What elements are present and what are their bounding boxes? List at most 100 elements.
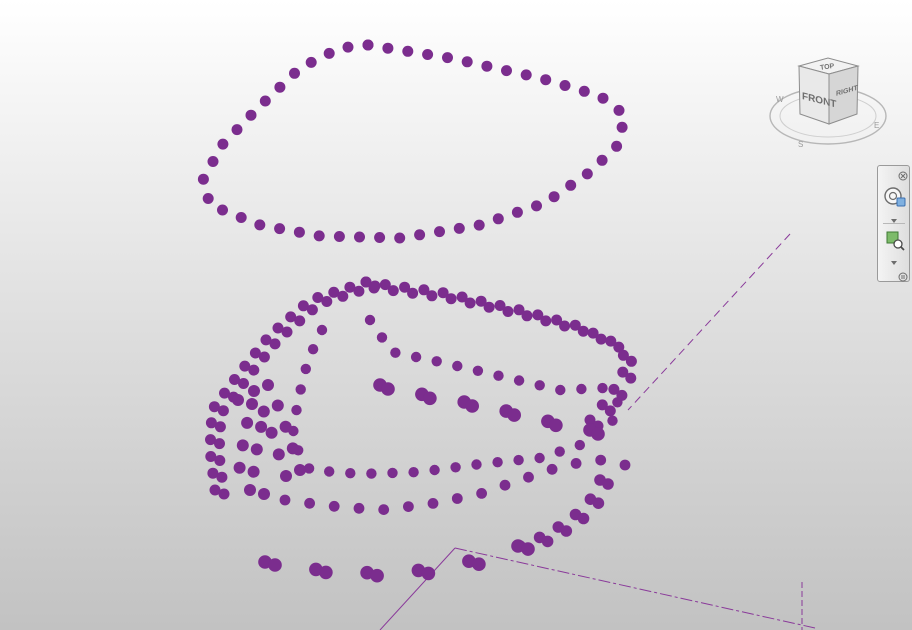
survey-point[interactable] bbox=[554, 446, 565, 457]
survey-point[interactable] bbox=[378, 504, 390, 515]
survey-point[interactable] bbox=[387, 285, 399, 297]
survey-point[interactable] bbox=[250, 443, 263, 456]
survey-point[interactable] bbox=[258, 351, 270, 363]
survey-point[interactable] bbox=[374, 232, 386, 243]
survey-point[interactable] bbox=[307, 344, 319, 355]
survey-point[interactable] bbox=[249, 347, 261, 359]
survey-point[interactable] bbox=[625, 355, 637, 367]
chevron-down-icon[interactable] bbox=[888, 212, 900, 223]
survey-point[interactable] bbox=[259, 95, 271, 107]
survey-point[interactable] bbox=[219, 387, 230, 399]
survey-point[interactable] bbox=[214, 421, 226, 433]
survey-point[interactable] bbox=[279, 420, 292, 433]
survey-point[interactable] bbox=[271, 399, 284, 412]
survey-point[interactable] bbox=[521, 310, 533, 322]
survey-point[interactable] bbox=[445, 293, 457, 305]
survey-point[interactable] bbox=[247, 465, 260, 478]
survey-point[interactable] bbox=[376, 332, 388, 343]
survey-point[interactable] bbox=[353, 285, 365, 297]
survey-point[interactable] bbox=[513, 454, 524, 466]
survey-point[interactable] bbox=[323, 47, 335, 59]
close-icon[interactable] bbox=[898, 168, 910, 181]
survey-point[interactable] bbox=[523, 471, 534, 483]
survey-point[interactable] bbox=[294, 315, 306, 327]
survey-point[interactable] bbox=[245, 109, 257, 121]
survey-point[interactable] bbox=[471, 459, 482, 470]
survey-point[interactable] bbox=[595, 333, 607, 345]
survey-point[interactable] bbox=[453, 222, 465, 234]
survey-point[interactable] bbox=[354, 231, 365, 243]
survey-point[interactable] bbox=[569, 319, 581, 331]
survey-point[interactable] bbox=[370, 568, 384, 583]
survey-point[interactable] bbox=[293, 226, 305, 238]
survey-point[interactable] bbox=[305, 56, 317, 68]
survey-point[interactable] bbox=[229, 374, 240, 385]
survey-point[interactable] bbox=[337, 290, 349, 302]
survey-point[interactable] bbox=[353, 502, 365, 514]
survey-point[interactable] bbox=[494, 300, 506, 311]
survey-point[interactable] bbox=[208, 401, 220, 413]
survey-point[interactable] bbox=[207, 467, 219, 479]
survey-point[interactable] bbox=[291, 404, 302, 416]
survey-point[interactable] bbox=[381, 382, 395, 396]
survey-point[interactable] bbox=[280, 470, 292, 482]
survey-point[interactable] bbox=[233, 461, 246, 474]
survey-point[interactable] bbox=[342, 41, 354, 53]
survey-point[interactable] bbox=[426, 290, 438, 302]
survey-point[interactable] bbox=[205, 451, 217, 462]
survey-point[interactable] bbox=[502, 306, 514, 317]
survey-point[interactable] bbox=[216, 471, 228, 483]
survey-point[interactable] bbox=[596, 399, 608, 411]
survey-point[interactable] bbox=[304, 497, 315, 509]
survey-point[interactable] bbox=[209, 484, 221, 496]
survey-point[interactable] bbox=[555, 384, 566, 396]
survey-point[interactable] bbox=[434, 226, 445, 238]
survey-point[interactable] bbox=[565, 179, 577, 191]
customize-icon[interactable] bbox=[898, 269, 910, 282]
survey-point[interactable] bbox=[390, 347, 401, 358]
survey-point[interactable] bbox=[591, 427, 605, 441]
survey-point[interactable] bbox=[382, 42, 394, 54]
survey-point[interactable] bbox=[476, 488, 487, 499]
survey-point[interactable] bbox=[333, 231, 345, 242]
survey-point[interactable] bbox=[534, 380, 545, 391]
survey-point[interactable] bbox=[492, 213, 504, 225]
survey-point[interactable] bbox=[408, 467, 419, 478]
survey-point[interactable] bbox=[205, 417, 217, 429]
viewcube[interactable]: W E S TOP FRONT RIGHT bbox=[766, 52, 892, 156]
survey-point[interactable] bbox=[238, 378, 249, 389]
survey-point[interactable] bbox=[464, 297, 476, 309]
survey-point[interactable] bbox=[456, 291, 468, 303]
survey-point[interactable] bbox=[272, 448, 285, 461]
survey-point[interactable] bbox=[321, 296, 333, 307]
steering-wheel-icon[interactable] bbox=[882, 184, 907, 210]
survey-point[interactable] bbox=[513, 375, 525, 386]
survey-point[interactable] bbox=[231, 124, 243, 136]
survey-point[interactable] bbox=[437, 287, 449, 299]
survey-point[interactable] bbox=[427, 498, 439, 509]
survey-point[interactable] bbox=[577, 325, 589, 337]
survey-point[interactable] bbox=[534, 452, 545, 464]
survey-point[interactable] bbox=[232, 394, 244, 406]
survey-point[interactable] bbox=[265, 426, 278, 439]
survey-point[interactable] bbox=[285, 311, 297, 323]
survey-point[interactable] bbox=[364, 314, 376, 326]
survey-point[interactable] bbox=[268, 558, 282, 572]
survey-point[interactable] bbox=[431, 356, 442, 367]
survey-point[interactable] bbox=[465, 399, 480, 413]
survey-point[interactable] bbox=[272, 322, 284, 334]
chevron-down-icon[interactable] bbox=[888, 254, 900, 265]
survey-point[interactable] bbox=[616, 121, 628, 133]
survey-point[interactable] bbox=[297, 300, 309, 312]
survey-point[interactable] bbox=[414, 229, 426, 241]
survey-point[interactable] bbox=[587, 327, 599, 339]
survey-point[interactable] bbox=[604, 405, 616, 417]
survey-point[interactable] bbox=[274, 81, 286, 93]
survey-point[interactable] bbox=[360, 276, 372, 288]
survey-point[interactable] bbox=[602, 478, 614, 490]
survey-point[interactable] bbox=[281, 326, 293, 338]
survey-point[interactable] bbox=[546, 463, 558, 475]
survey-point[interactable] bbox=[246, 398, 258, 410]
point-cloud[interactable] bbox=[197, 39, 637, 583]
survey-point[interactable] bbox=[387, 467, 398, 479]
